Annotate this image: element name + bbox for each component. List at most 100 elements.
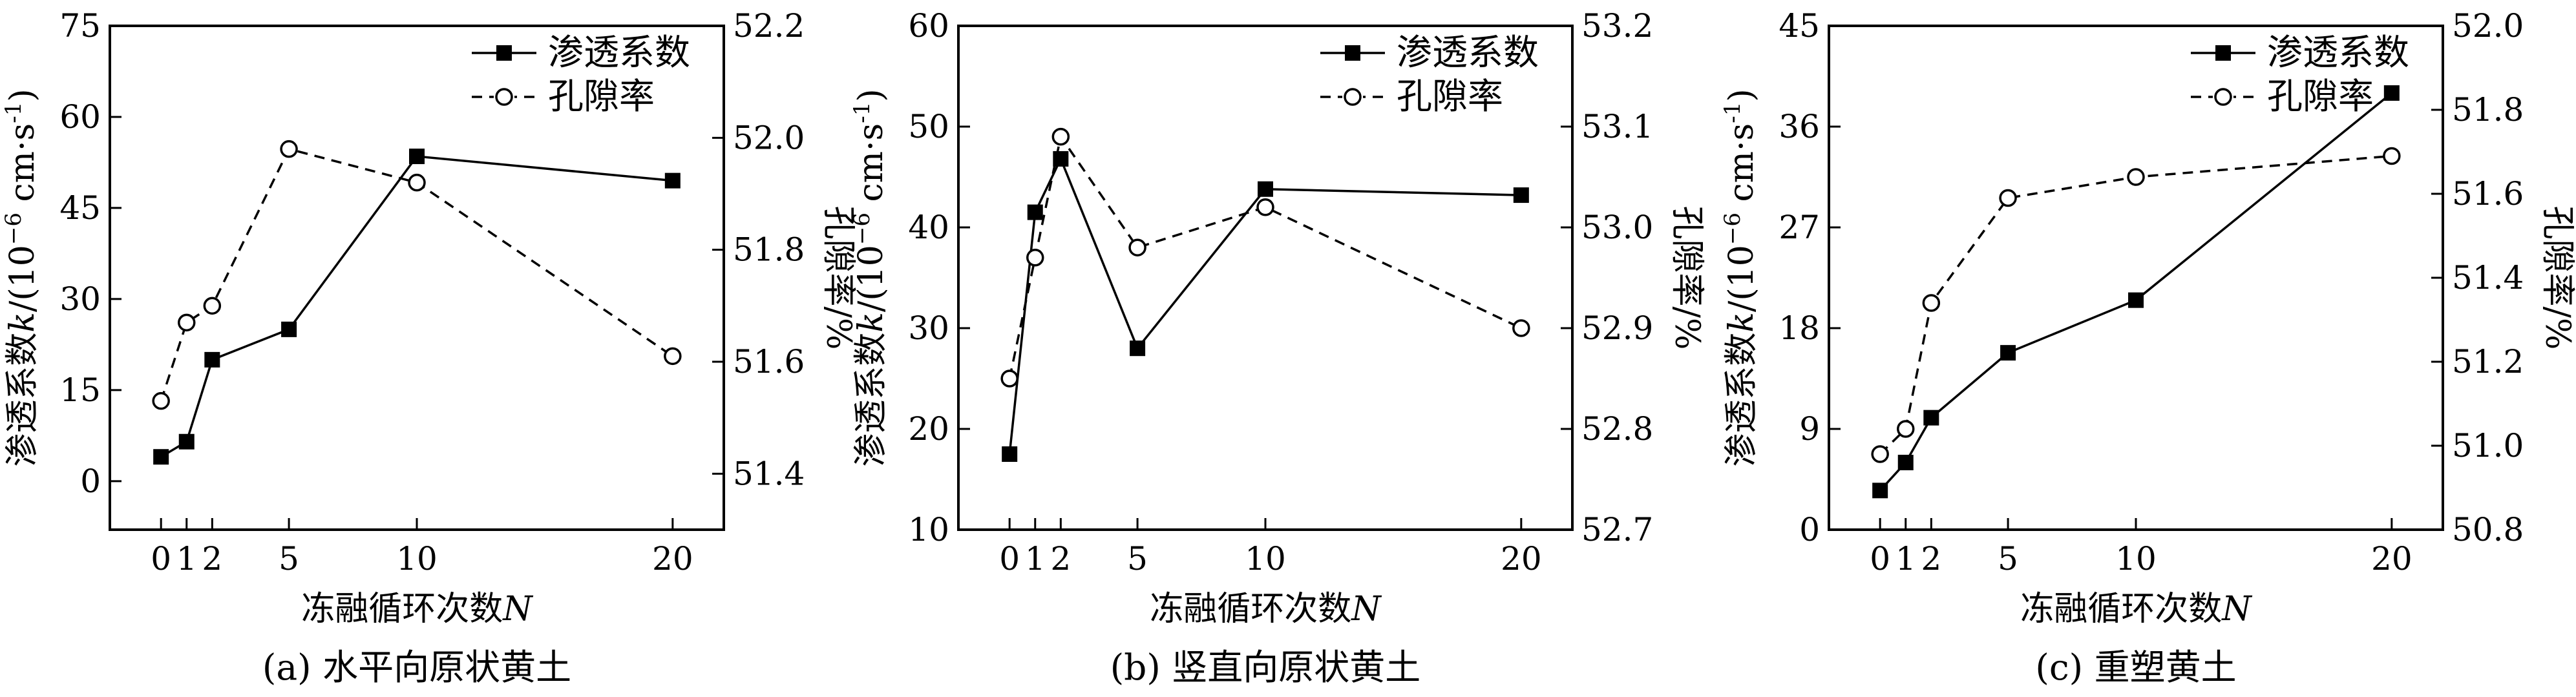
porosity-point [2127, 168, 2145, 186]
y-left-tick-label: 0 [80, 463, 101, 500]
y-left-tick-label: 60 [59, 98, 101, 136]
series-line-porosity [1008, 134, 1522, 379]
y-right-tick-label: 52.0 [733, 119, 805, 156]
panel-caption: (b) 竖直向原状黄土 [1110, 647, 1421, 688]
y-left-tick-label: 45 [59, 189, 101, 227]
porosity-point [203, 296, 222, 315]
permeability-point [2383, 85, 2400, 101]
y-right-axis-title: 孔隙率/% [819, 206, 858, 350]
x-tick-label: 2 [1050, 540, 1071, 577]
porosity-point [152, 391, 170, 410]
permeability-point [204, 351, 220, 368]
x-tick-label: 1 [1025, 540, 1046, 577]
legend-label-permeability: 渗透系数 [2267, 32, 2409, 73]
y-left-tick-label: 10 [908, 511, 949, 548]
porosity-point [1999, 189, 2017, 207]
x-tick-label: 1 [176, 540, 197, 577]
legend-label-porosity: 孔隙率 [2267, 76, 2374, 117]
porosity-point [1000, 369, 1019, 388]
permeability-point [1513, 187, 1529, 203]
legend-marker-permeability [1345, 45, 1360, 61]
y-left-tick-label: 45 [1779, 7, 1820, 45]
legend-marker-permeability [2215, 45, 2231, 61]
series-line-porosity [160, 147, 673, 402]
porosity-point [1922, 294, 1941, 312]
x-tick-label: 5 [1998, 540, 2018, 577]
chart-panel-3: 0 1 2 5 10 20091827364550.851.051.251.451.651… [1720, 7, 2576, 688]
y-left-tick-label: 60 [908, 7, 949, 45]
permeability-point [664, 172, 681, 189]
porosity-point [1256, 198, 1274, 216]
y-right-axis-title: 孔隙率/% [1667, 206, 1706, 350]
x-tick-label: 5 [1127, 540, 1148, 577]
y-left-tick-label: 15 [59, 371, 101, 409]
y-left-tick-label: 18 [1779, 309, 1820, 347]
y-left-tick-label: 30 [908, 309, 949, 347]
y-left-tick-label: 75 [59, 7, 101, 45]
permeability-point [1053, 151, 1069, 167]
y-right-tick-label: 52.8 [1581, 410, 1653, 448]
permeability-point [178, 433, 195, 450]
legend-marker-porosity [495, 88, 513, 106]
x-tick-label: 0 [151, 540, 171, 577]
y-right-tick-label: 51.6 [2452, 175, 2524, 213]
permeability-point [409, 149, 425, 165]
y-left-tick-label: 27 [1779, 209, 1820, 246]
x-tick-label: 2 [1921, 540, 1941, 577]
y-right-tick-label: 51.6 [733, 343, 805, 380]
y-right-tick-label: 53.0 [1581, 209, 1653, 246]
y-right-tick-label: 53.1 [1581, 108, 1653, 145]
porosity-point [1051, 127, 1070, 146]
y-right-tick-label: 52.0 [2452, 7, 2524, 45]
permeability-point [1897, 455, 1914, 470]
x-tick-label: 1 [1895, 540, 1916, 577]
porosity-point [408, 173, 426, 192]
y-right-tick-label: 53.2 [1581, 7, 1653, 45]
permeability-point [153, 449, 169, 465]
series-line-permeability [1879, 92, 2392, 492]
permeability-point [1258, 181, 1273, 197]
x-axis-title: 冻融循环次数N [301, 590, 533, 629]
porosity-point [664, 347, 682, 366]
x-tick-label: 10 [1245, 540, 1286, 577]
porosity-point [1897, 420, 1915, 438]
porosity-point [1512, 319, 1530, 337]
y-right-tick-label: 51.8 [2452, 91, 2524, 129]
legend-label-permeability: 渗透系数 [548, 32, 690, 73]
porosity-point [2383, 147, 2401, 165]
permeability-point [1872, 483, 1888, 499]
x-axis-title: 冻融循环次数N [1150, 590, 1382, 629]
porosity-point [280, 140, 298, 158]
legend-label-porosity: 孔隙率 [1397, 76, 1503, 117]
porosity-point [1128, 238, 1146, 256]
y-left-tick-label: 40 [908, 209, 949, 246]
y-left-tick-label: 50 [908, 108, 949, 145]
y-right-tick-label: 51.4 [2452, 259, 2524, 296]
chart-panel-2: 0 1 2 5 10 20 10 20 30 40 50 60 52.7 52.8 52.9 53.0 53.1… [849, 7, 1706, 688]
legend-marker-porosity [2214, 88, 2232, 106]
x-tick-label: 10 [2115, 540, 2157, 577]
x-tick-label: 20 [2371, 540, 2412, 577]
y-left-tick-label: 20 [908, 410, 949, 448]
permeability-point [2000, 345, 2016, 361]
series-line-porosity [1879, 154, 2392, 455]
y-right-tick-label: 52.9 [1581, 309, 1653, 347]
legend-label-permeability: 渗透系数 [1397, 32, 1539, 73]
y-left-tick-label: 9 [1799, 410, 1820, 448]
x-tick-label: 20 [1501, 540, 1542, 577]
y-right-tick-label: 52.2 [733, 7, 805, 45]
x-tick-label: 5 [279, 540, 299, 577]
permeability-point [1027, 204, 1043, 220]
porosity-point [1026, 249, 1044, 267]
panel-caption: (c) 重塑黄土 [2035, 647, 2236, 688]
panel-caption: (a) 水平向原状黄土 [262, 647, 571, 688]
permeability-point [2128, 292, 2144, 308]
legend-marker-permeability [496, 45, 512, 61]
y-left-axis-title: 渗透系数k/(10−6 cm·s-1) [1, 88, 42, 466]
permeability-point [281, 321, 297, 337]
y-right-tick-label: 50.8 [2452, 511, 2524, 548]
